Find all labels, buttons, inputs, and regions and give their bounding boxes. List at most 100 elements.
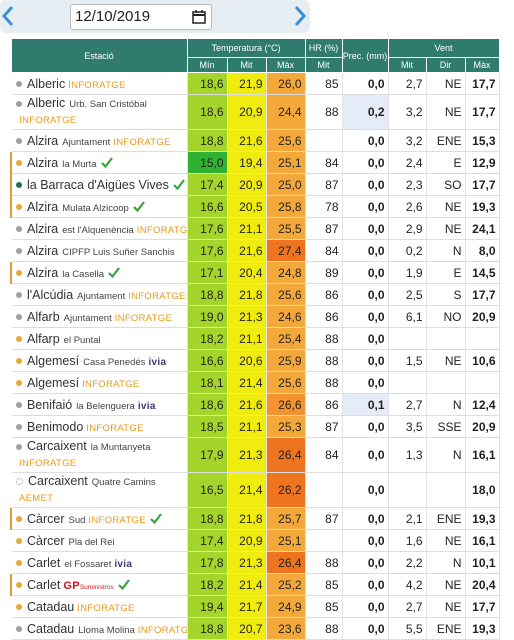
station-cell: la Barraca d'Aigües Vives bbox=[10, 173, 188, 196]
station-row[interactable]: Alzira Ajuntament INFORATGE 18,8 21,6 25,6 0,0… bbox=[10, 129, 500, 152]
station-name[interactable]: Catadau bbox=[27, 621, 75, 636]
station-location: Quatre Camins bbox=[91, 477, 156, 488]
wind-max: 16,1 bbox=[465, 437, 500, 473]
wind-mean: 1,3 bbox=[388, 437, 427, 473]
wind-direction: E bbox=[426, 261, 466, 284]
station-row[interactable]: Alfarp el Puntal 18,2 21,1 25,4 88 0,0 bbox=[10, 327, 500, 350]
station-name[interactable]: Catadau bbox=[27, 599, 75, 614]
station-name[interactable]: Carlet bbox=[27, 577, 61, 592]
station-row[interactable]: Alzira Mulata Alzicoop 16,6 20,5 25,8 78 0,0 2,… bbox=[10, 195, 500, 218]
wind-direction: NE bbox=[426, 573, 466, 596]
wind-max: 19,3 bbox=[465, 507, 500, 530]
station-name[interactable]: la Barraca d'Aigües Vives bbox=[27, 177, 169, 192]
temp-max: 25,1 bbox=[266, 529, 306, 552]
station-row[interactable]: Alberic Urb. San Cristóbal INFORATGE 18,6 20… bbox=[10, 94, 500, 130]
station-name[interactable]: Alzira bbox=[27, 243, 59, 258]
station-name[interactable]: Benimodo bbox=[27, 419, 84, 434]
station-cell: Alzira la Casella bbox=[10, 261, 188, 284]
station-row[interactable]: Carlet el Fossaret ivia 17,8 21,3 26,4 88 0,0 2,… bbox=[10, 551, 500, 574]
sub-header: Màx bbox=[265, 57, 306, 73]
precipitation: 0,0 bbox=[342, 173, 389, 196]
wind-mean: 2,4 bbox=[388, 151, 427, 174]
temp-max: 26,4 bbox=[266, 437, 306, 473]
station-name[interactable]: Alzira bbox=[27, 199, 59, 214]
temp-mean: 21,3 bbox=[227, 305, 267, 328]
status-dot bbox=[16, 270, 22, 277]
station-name[interactable]: Carcaixent bbox=[27, 439, 87, 453]
station-row[interactable]: Alzira la Murta 15,0 19,4 25,1 84 0,0 2,4 E 12,9 bbox=[10, 151, 500, 174]
station-name[interactable]: Alzira bbox=[27, 155, 59, 170]
temp-mean: 21,4 bbox=[227, 371, 267, 394]
next-day[interactable] bbox=[292, 4, 308, 28]
temp-max: 25,0 bbox=[266, 173, 306, 196]
station-row[interactable]: Càrcer Sud INFORATGE 18,8 21,8 25,7 87 0,0 2,1 EN… bbox=[10, 507, 500, 530]
station-row[interactable]: Carlet GPSuministros 18,2 21,4 25,2 85 0,0 4,2 N… bbox=[10, 573, 500, 596]
humidity: 84 bbox=[305, 151, 343, 174]
temp-max: 24,4 bbox=[266, 94, 306, 130]
station-row[interactable]: la Barraca d'Aigües Vives 17,4 20,9 25,0 87 0… bbox=[10, 173, 500, 196]
station-cell: Càrcer Sud INFORATGE bbox=[10, 507, 188, 530]
temp-max: 24,9 bbox=[266, 595, 306, 618]
precipitation: 0,0 bbox=[342, 551, 389, 574]
sub-header: Mit bbox=[226, 57, 267, 73]
wind-mean: 2,6 bbox=[388, 195, 427, 218]
station-row[interactable]: Alzira la Casella 17,1 20,4 24,8 89 0,0 1,9 E 14,… bbox=[10, 261, 500, 284]
calendar-icon[interactable] bbox=[192, 9, 206, 24]
station-name[interactable]: Alfarp bbox=[27, 331, 60, 346]
station-location: la Muntanyeta bbox=[90, 442, 151, 453]
station-row[interactable]: Alfarb Ajuntament INFORATGE 19,0 21,3 24,6 86 0… bbox=[10, 305, 500, 328]
station-location: Pla del Rei bbox=[68, 536, 115, 548]
station-name[interactable]: Càrcer bbox=[27, 511, 65, 526]
temp-mean: 21,9 bbox=[227, 72, 267, 95]
precipitation: 0,2 bbox=[342, 94, 389, 130]
station-name[interactable]: Alberic bbox=[27, 96, 66, 110]
station-name[interactable]: l'Alcúdia bbox=[27, 287, 74, 302]
sub-header: Màx bbox=[464, 57, 500, 73]
station-name[interactable]: Algemesí bbox=[27, 353, 80, 368]
station-row[interactable]: Càrcer Pla del Rei 17,4 20,9 25,1 0,0 1,6 NE 16,… bbox=[10, 529, 500, 552]
station-name[interactable]: Alzira bbox=[27, 265, 59, 280]
station-row[interactable]: Alberic INFORATGE 18,6 21,9 26,0 85 0,0 2,7 NE 17… bbox=[10, 72, 500, 95]
wind-direction: NE bbox=[426, 72, 466, 95]
station-name[interactable]: Carlet bbox=[27, 555, 61, 570]
status-dot bbox=[16, 336, 22, 343]
header-hr: HR (%) bbox=[304, 38, 343, 58]
humidity: 88 bbox=[305, 371, 343, 394]
precipitation: 0,0 bbox=[342, 283, 389, 306]
status-dot bbox=[16, 402, 22, 409]
station-row[interactable]: Algemesí Casa Penedés ivia 16,6 20,6 25,9 88 0,… bbox=[10, 349, 500, 372]
wind-max: 12,4 bbox=[465, 393, 500, 416]
station-name[interactable]: Alzira bbox=[27, 133, 59, 148]
verified-check bbox=[100, 156, 113, 168]
humidity: 85 bbox=[305, 595, 343, 618]
station-name[interactable]: Alzira bbox=[27, 221, 59, 236]
station-row[interactable]: Algemesí INFORATGE 18,1 21,4 25,6 88 0,0 bbox=[10, 371, 500, 394]
station-name[interactable]: Benifaió bbox=[27, 397, 73, 412]
prev-day[interactable] bbox=[0, 4, 16, 28]
station-name[interactable]: Carcaixent bbox=[28, 474, 88, 488]
station-name[interactable]: Càrcer bbox=[27, 533, 65, 548]
station-row[interactable]: Carcaixent Quatre Camins AEMET 16,5 21,4 26,2… bbox=[10, 472, 500, 508]
station-row[interactable]: Alzira CIPFP Luis Suñer Sanchis 17,6 21,6 27… bbox=[10, 239, 500, 262]
wind-direction: SSE bbox=[426, 415, 466, 438]
station-row[interactable]: l'Alcúdia Ajuntament INFORATGE 18,8 21,8 25,6… bbox=[10, 283, 500, 306]
temp-mean: 21,1 bbox=[227, 327, 267, 350]
station-row[interactable]: Carcaixent la Muntanyeta INFORATGE 17,9 21,3… bbox=[10, 437, 500, 473]
station-name[interactable]: Algemesí bbox=[27, 375, 80, 390]
wind-direction: ENE bbox=[426, 507, 466, 530]
wind-mean bbox=[388, 327, 427, 350]
station-row[interactable]: Benifaió la Belenguera ivia 18,6 21,6 26,6 86 0… bbox=[10, 393, 500, 416]
status-dot bbox=[16, 424, 22, 431]
station-name[interactable]: Alfarb bbox=[27, 309, 60, 324]
station-name[interactable]: Alberic bbox=[27, 76, 66, 91]
sub-header: Dir bbox=[425, 57, 466, 73]
wind-direction: E bbox=[426, 151, 466, 174]
station-location: Mulata Alzicoop bbox=[62, 202, 129, 214]
date-input[interactable]: 12/10/2019 bbox=[70, 4, 212, 30]
station-row[interactable]: Benimodo INFORATGE 18,5 21,1 25,3 87 0,0 3,5 SSE… bbox=[10, 415, 500, 438]
temp-max: 25,9 bbox=[266, 349, 306, 372]
temp-min: 17,1 bbox=[187, 261, 228, 284]
station-row[interactable]: Catadau INFORATGE 19,4 21,7 24,9 85 0,0 2,7 NE 17… bbox=[10, 595, 500, 618]
